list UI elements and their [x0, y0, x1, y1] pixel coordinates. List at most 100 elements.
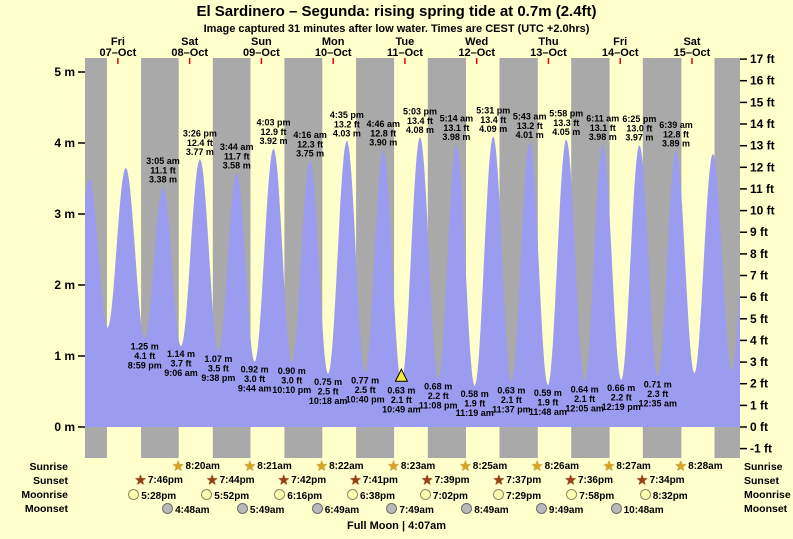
sunrise-row-label-right: Sunrise [744, 461, 783, 473]
moonrise-moon-icon [639, 489, 651, 500]
high-tide-label: 13.1 ft [443, 123, 469, 133]
sunrise-star-icon: ★ [531, 459, 543, 473]
sunset-row-label-right: Sunset [744, 475, 780, 487]
moonset-moon-icon [610, 503, 622, 514]
low-tide-label: 10:49 am [382, 404, 421, 414]
sunrise-star-icon: ★ [460, 459, 471, 473]
y-axis-right-label: 10 ft [750, 204, 775, 218]
sunset-time-text: 7:46pm [147, 475, 183, 486]
high-tide-label: 11.1 ft [150, 166, 176, 176]
low-tide-label: 2.2 ft [428, 391, 449, 401]
low-tide-label: 9:06 am [164, 368, 198, 378]
high-tide-label: 12.9 ft [260, 127, 286, 137]
low-tide-label: 1.9 ft [537, 398, 558, 408]
day-label-date: 11–Oct [387, 47, 423, 59]
y-axis-left: 5 m 4 m 3 m 2 m 1 m 0 m [54, 65, 85, 434]
low-tide-label: 0.77 m [351, 375, 379, 385]
low-tide-label: 2.1 ft [574, 394, 595, 404]
y-axis-right-label: 12 ft [750, 160, 775, 174]
sunset-star-icon: ★ [636, 473, 648, 487]
high-tide-label: 3.77 m [186, 147, 214, 157]
high-tide-label: 3.98 m [589, 132, 617, 142]
low-tide-label: 2.2 ft [611, 393, 632, 403]
low-tide-label: 0.63 m [387, 385, 415, 395]
moonrise-time: 7:29pm [493, 489, 541, 502]
low-tide-label: 11:37 pm [492, 404, 531, 414]
day-label-date: 14–Oct [602, 47, 639, 59]
low-tide-label: 12:19 pm [602, 402, 641, 412]
y-axis-left-label: 2 m [54, 278, 75, 292]
sunrise-star-icon: ★ [316, 459, 328, 473]
high-tide-label: 6:25 pm [622, 114, 656, 124]
low-tide-label: 2.1 ft [501, 395, 522, 405]
moonrise-moon-icon [274, 489, 286, 500]
high-tide-label: 6:11 am [586, 113, 619, 123]
moonrise-time-text: 7:02pm [432, 491, 468, 502]
day-label-date: 15–Oct [674, 47, 711, 59]
high-tide-label: 4.01 m [516, 130, 544, 140]
sunset-time-text: 7:44pm [219, 475, 255, 486]
low-tide-label: 11:08 pm [419, 401, 458, 411]
high-tide-label: 3.58 m [223, 160, 251, 170]
high-tide-label: 3.97 m [625, 133, 653, 143]
high-tide-label: 13.4 ft [407, 116, 433, 126]
low-tide-label: 0.59 m [534, 388, 562, 398]
moonrise-time: 6:38pm [347, 489, 395, 502]
day-label-date: 12–Oct [458, 47, 495, 59]
moonrise-time: 5:52pm [201, 489, 249, 502]
y-axis-left-label: 0 m [54, 420, 75, 434]
moonset-row-label-right: Moonset [744, 503, 788, 515]
sunset-star-icon: ★ [565, 473, 576, 487]
high-tide-label: 12.8 ft [663, 129, 689, 139]
high-tide-label: 3.89 m [662, 138, 690, 148]
y-axis-right-label: 9 ft [750, 225, 768, 239]
y-axis-right-label: 8 ft [750, 247, 768, 261]
day-label-dow: Thu [538, 36, 558, 48]
low-tide-label: 11:48 am [529, 407, 567, 417]
high-tide-label: 13.0 ft [626, 124, 652, 134]
y-axis-right-label: 14 ft [750, 117, 775, 131]
moonset-time-text: 4:48am [175, 505, 210, 516]
sunrise-time-text: 8:26am [544, 461, 580, 472]
high-tide-label: 4.03 m [333, 128, 361, 138]
day-label-dow: Sun [251, 36, 272, 48]
sunrise-time: ★ 8:20am [173, 460, 220, 472]
sunset-time: ★ 7:39pm [421, 473, 470, 487]
high-tide-label: 3.98 m [442, 132, 470, 142]
sunset-row-label: Sunset [32, 475, 68, 487]
day-label-date: 07–Oct [100, 47, 137, 59]
moonset-time: 8:49am [461, 503, 509, 516]
high-tide-label: 13.3 ft [553, 118, 579, 128]
low-tide-label: 0.68 m [424, 382, 452, 392]
high-tide-label: 3.90 m [369, 138, 397, 148]
high-tide-label: 4.05 m [552, 127, 580, 137]
day-label-dow: Sat [181, 36, 198, 48]
y-axis-right-label: 0 ft [750, 420, 768, 434]
sunset-time-text: 7:39pm [434, 475, 470, 486]
moonrise-moon-icon [201, 489, 213, 500]
sunset-star-icon: ★ [421, 473, 433, 487]
high-tide-label: 13.1 ft [590, 123, 616, 133]
y-axis-right-label: 17 ft [750, 52, 775, 66]
high-tide-label: 4:16 am [293, 130, 327, 140]
low-tide-label: 3.5 ft [208, 364, 229, 374]
moonset-moon-icon [162, 503, 174, 514]
day-label-date: 10–Oct [315, 47, 352, 59]
low-tide-label: 1.07 m [204, 354, 232, 364]
sunset-time: ★ 7:46pm [135, 474, 183, 486]
sunset-time: ★ 7:44pm [206, 473, 255, 487]
y-axis-right-label: 2 ft [750, 377, 768, 391]
sunset-time: ★ 7:36pm [565, 473, 613, 487]
sunset-star-icon: ★ [206, 473, 218, 487]
day-label-date: 08–Oct [171, 47, 208, 59]
moonset-time-text: 7:49am [399, 505, 434, 516]
low-tide-label: 12:05 am [565, 404, 604, 414]
low-tide-label: 2.5 ft [318, 386, 339, 396]
high-tide-label: 5:14 am [440, 113, 474, 123]
sunrise-row-label: Sunrise [29, 461, 68, 473]
low-tide-label: 2.1 ft [391, 395, 412, 405]
sunrise-time: ★ 8:25am [460, 459, 507, 473]
y-axis-right-label: 3 ft [750, 355, 768, 369]
